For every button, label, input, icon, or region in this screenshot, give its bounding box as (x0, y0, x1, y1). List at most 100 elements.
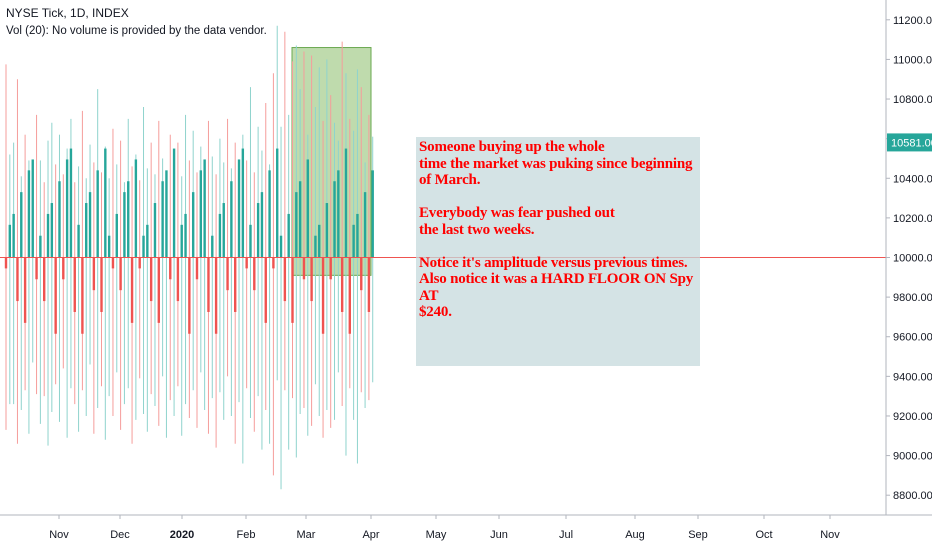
range-bar-body (127, 181, 130, 258)
range-bar-body (134, 159, 138, 258)
range-bar-body (218, 213, 222, 258)
range-bar-body (119, 257, 122, 291)
volume-legend[interactable]: Vol (20): No volume is provided by the d… (6, 25, 267, 37)
range-bar-body (149, 257, 153, 302)
range-bar-body (172, 148, 176, 258)
range-bar-body (188, 257, 191, 334)
range-bar-body (73, 257, 76, 312)
range-bar-body (4, 257, 8, 269)
range-bar-body (100, 257, 103, 312)
range-bar-body (161, 181, 164, 258)
x-tick-label: Nov (820, 529, 840, 541)
range-bar-body (329, 257, 332, 280)
x-tick-label: Aug (625, 529, 645, 541)
range-bar-body (8, 224, 12, 258)
range-bar-body (203, 159, 206, 258)
note-paragraph-3: Notice it's amplitude versus previous ti… (419, 254, 694, 321)
range-bar-body (302, 257, 306, 280)
range-bar-body (214, 257, 218, 334)
range-bar-body (234, 257, 237, 312)
range-bar-body (306, 159, 309, 258)
range-bar-body (81, 257, 84, 334)
range-bar-body (180, 224, 183, 258)
range-bar-body (253, 257, 256, 291)
range-bar-body (176, 257, 180, 302)
range-bar-body (352, 224, 355, 258)
range-bar-body (130, 257, 134, 323)
x-tick-label: Nov (49, 529, 69, 541)
range-bar-body (92, 257, 96, 291)
y-tick-label: 9200.00 (893, 411, 932, 423)
y-tick-label: 9400.00 (893, 371, 932, 383)
range-bar-body (276, 148, 279, 258)
y-tick-label: 11200.00 (893, 15, 932, 27)
y-tick-label: 8800.00 (893, 490, 932, 502)
range-bar-body (348, 257, 351, 334)
note-paragraph-1: Someone buying up the whole time the mar… (419, 139, 693, 188)
y-tick-label: 10400.00 (893, 173, 932, 185)
range-bar-body (314, 235, 317, 258)
x-tick-label: Jun (490, 529, 508, 541)
range-bar-body (27, 170, 31, 258)
range-bar-body (107, 235, 111, 258)
range-bar-body (169, 257, 172, 280)
y-tick-label: 10800.00 (893, 94, 932, 106)
range-bar-body (39, 235, 42, 258)
range-bar-body (344, 148, 348, 258)
range-bar-body (35, 257, 38, 280)
x-tick-label: May (426, 529, 447, 541)
range-bar-body (88, 192, 92, 258)
y-tick-label: 10000.00 (893, 253, 932, 265)
range-bar-body (65, 159, 69, 258)
range-bar-body (207, 257, 210, 312)
range-bar-body (96, 170, 99, 258)
range-bar-body (77, 224, 80, 258)
x-tick-label: Jul (559, 529, 573, 541)
symbol-title[interactable]: NYSE Tick, 1D, INDEX (6, 6, 129, 20)
x-tick-label: 2020 (170, 529, 194, 541)
range-bar-body (199, 170, 203, 258)
range-bar-body (20, 192, 23, 258)
range-bar-body (321, 257, 325, 334)
range-bar-body (142, 235, 145, 258)
range-bar-body (241, 148, 245, 258)
x-tick-label: Sep (688, 529, 708, 541)
range-bar-body (153, 203, 157, 258)
last-price-badge[interactable] (887, 133, 932, 152)
range-bar-body (249, 224, 252, 258)
range-bar-body (264, 257, 267, 323)
range-bar-body (333, 181, 336, 258)
range-bar-body (295, 192, 298, 258)
x-tick-label: Mar (297, 529, 316, 541)
range-bar-body (138, 257, 141, 269)
range-bar-body (279, 235, 283, 258)
last-price-label: 10581.00 (891, 137, 932, 149)
range-bar-body (16, 257, 19, 302)
range-bar-body (337, 170, 340, 258)
range-bar-body (211, 235, 214, 258)
range-bar-body (12, 213, 15, 258)
range-bar-body (237, 159, 241, 258)
range-bar-body (291, 257, 294, 323)
range-bar-body (360, 257, 363, 291)
range-bar-body (272, 257, 275, 269)
y-tick-label: 9600.00 (893, 332, 932, 344)
note-paragraph-2: Everybody was fear pushed out the last t… (419, 205, 615, 238)
annotation-note[interactable]: Someone buying up the whole time the mar… (416, 137, 700, 366)
y-tick-label: 9800.00 (893, 292, 932, 304)
x-tick-label: Oct (755, 529, 772, 541)
range-bar-body (287, 213, 290, 258)
range-bar-body (195, 257, 199, 280)
range-bar-body (256, 203, 260, 258)
y-tick-label: 11000.00 (893, 54, 932, 66)
range-bar-body (340, 257, 344, 312)
range-bar-body (111, 257, 115, 269)
x-tick-label: Feb (237, 529, 256, 541)
range-bar-body (222, 203, 225, 258)
range-bar-body (123, 192, 126, 258)
range-bar-body (245, 257, 248, 269)
range-bar-body (69, 148, 73, 258)
range-bar-body (104, 148, 107, 258)
range-bar-body (310, 257, 313, 302)
